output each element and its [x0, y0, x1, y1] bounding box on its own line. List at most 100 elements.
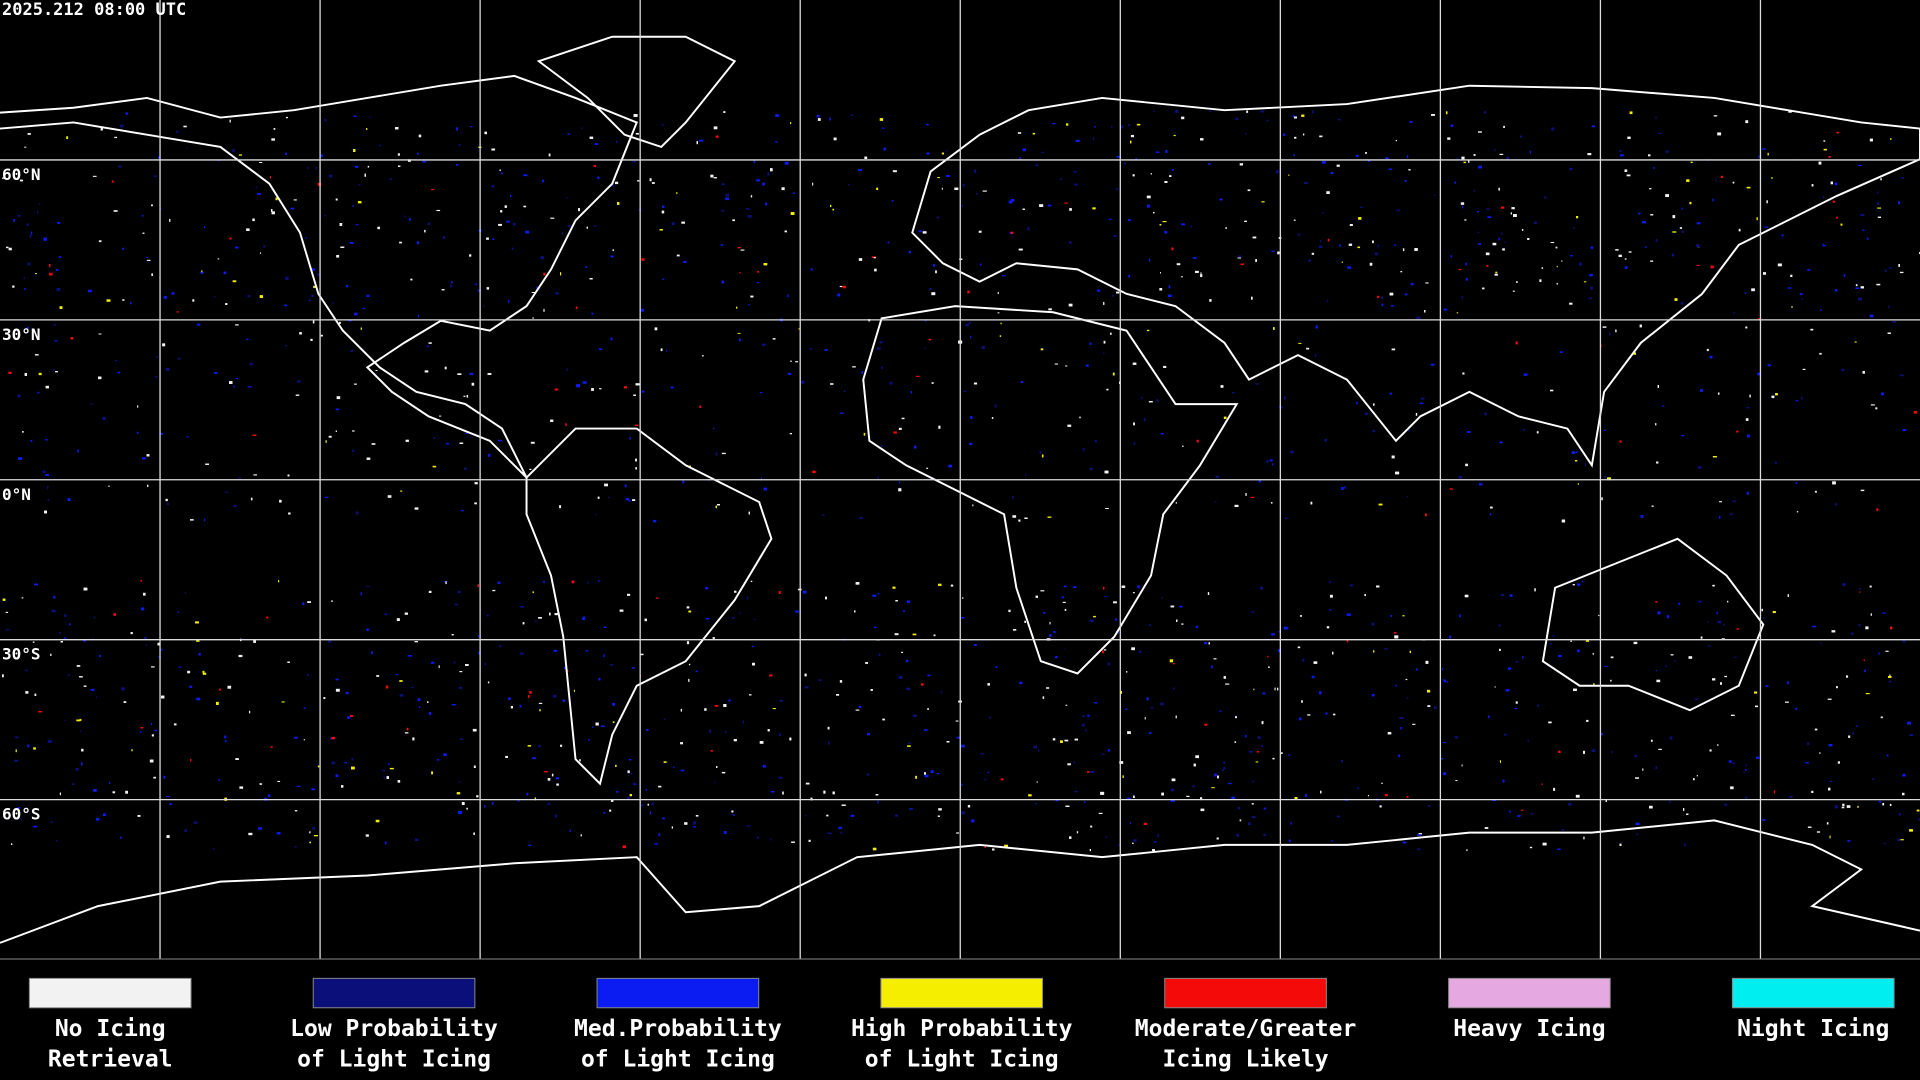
icing-pixel	[79, 718, 82, 721]
icing-pixel	[1560, 351, 1563, 353]
icing-pixel	[1870, 613, 1872, 616]
icing-pixel	[1665, 665, 1667, 667]
icing-pixel	[270, 746, 273, 748]
icing-pixel	[1887, 332, 1891, 334]
icing-pixel	[721, 280, 724, 284]
icing-pixel	[1536, 431, 1539, 434]
icing-pixel	[1293, 154, 1295, 157]
icing-pixel	[550, 419, 554, 422]
icing-pixel	[1880, 178, 1882, 181]
icing-pixel	[1578, 262, 1582, 266]
icing-pixel	[1367, 794, 1369, 797]
icing-pixel	[444, 366, 447, 370]
icing-pixel	[1192, 257, 1197, 259]
icing-pixel	[733, 739, 737, 742]
icing-pixel	[855, 709, 860, 711]
icing-pixel	[838, 826, 843, 829]
icing-pixel	[1010, 231, 1014, 234]
icing-pixel	[1046, 687, 1050, 689]
icing-pixel	[1758, 318, 1760, 320]
icing-pixel	[1409, 121, 1413, 123]
icing-pixel	[710, 750, 713, 752]
icing-pixel	[750, 195, 753, 198]
icing-pixel	[1052, 738, 1056, 741]
icing-pixel	[1261, 721, 1264, 725]
icing-pixel	[1807, 826, 1812, 828]
icing-pixel	[1418, 833, 1422, 835]
icing-pixel	[1503, 125, 1505, 128]
icing-pixel	[1161, 597, 1163, 599]
icing-pixel	[1556, 282, 1558, 285]
icing-pixel	[1728, 760, 1732, 763]
icing-pixel	[508, 697, 511, 700]
icing-pixel	[1763, 617, 1765, 619]
icing-pixel	[1499, 648, 1501, 651]
icing-pixel	[1040, 590, 1045, 592]
icing-pixel	[912, 633, 917, 636]
icing-pixel	[410, 278, 413, 281]
icing-pixel	[581, 127, 583, 130]
icing-pixel	[340, 246, 345, 248]
icing-pixel	[1404, 293, 1408, 296]
icing-pixel	[1498, 624, 1501, 627]
icing-pixel	[832, 791, 835, 795]
icing-pixel	[1372, 240, 1374, 244]
icing-pixel	[1337, 119, 1341, 121]
icing-pixel	[1319, 245, 1323, 248]
icing-pixel	[1294, 116, 1297, 119]
icing-pixel	[734, 590, 737, 593]
icing-pixel	[1410, 282, 1414, 286]
icing-pixel	[505, 755, 508, 758]
icing-pixel	[1801, 298, 1803, 300]
icing-pixel	[587, 581, 589, 584]
icing-pixel	[1828, 156, 1831, 158]
icing-pixel	[1128, 219, 1131, 222]
icing-pixel	[252, 434, 257, 436]
icing-pixel	[1482, 287, 1485, 290]
icing-pixel	[850, 814, 855, 817]
icing-pixel	[910, 391, 912, 394]
icing-pixel	[331, 736, 336, 740]
icing-pixel	[1250, 496, 1255, 498]
icing-pixel	[67, 498, 71, 501]
icing-pixel	[530, 441, 535, 444]
icing-pixel	[1024, 620, 1026, 623]
icing-pixel	[151, 204, 153, 207]
icing-pixel	[1271, 250, 1275, 252]
icing-pixel	[980, 753, 984, 755]
icing-pixel	[612, 721, 615, 723]
icing-pixel	[1004, 844, 1008, 848]
icing-pixel	[1389, 292, 1394, 296]
icing-pixel	[1172, 663, 1175, 665]
icing-pixel	[1465, 278, 1468, 281]
icing-pixel	[351, 449, 355, 452]
icing-pixel	[438, 665, 440, 669]
icing-pixel	[1902, 640, 1906, 643]
icing-pixel	[968, 322, 972, 324]
icing-pixel	[1219, 710, 1222, 713]
icing-pixel	[153, 175, 157, 177]
icing-pixel	[142, 457, 146, 460]
icing-pixel	[709, 729, 712, 733]
icing-pixel	[1035, 164, 1039, 167]
icing-pixel	[121, 687, 125, 691]
icing-pixel	[1689, 201, 1692, 205]
icing-pixel	[247, 386, 252, 388]
icing-pixel	[399, 680, 403, 682]
icing-pixel	[1326, 191, 1330, 194]
icing-pixel	[1890, 626, 1893, 630]
icing-pixel	[808, 839, 811, 842]
icing-pixel	[1762, 148, 1766, 150]
icing-pixel	[67, 674, 70, 676]
icing-pixel	[1831, 630, 1836, 633]
icing-pixel	[547, 802, 551, 805]
icing-pixel	[1487, 216, 1492, 219]
icing-pixel	[1672, 253, 1674, 257]
icing-pixel	[397, 780, 401, 783]
icing-pixel	[451, 704, 456, 706]
icing-pixel	[1568, 803, 1572, 806]
icing-pixel	[961, 811, 966, 815]
icing-pixel	[812, 470, 816, 474]
icing-pixel	[1115, 618, 1118, 621]
icing-pixel	[1823, 196, 1825, 199]
